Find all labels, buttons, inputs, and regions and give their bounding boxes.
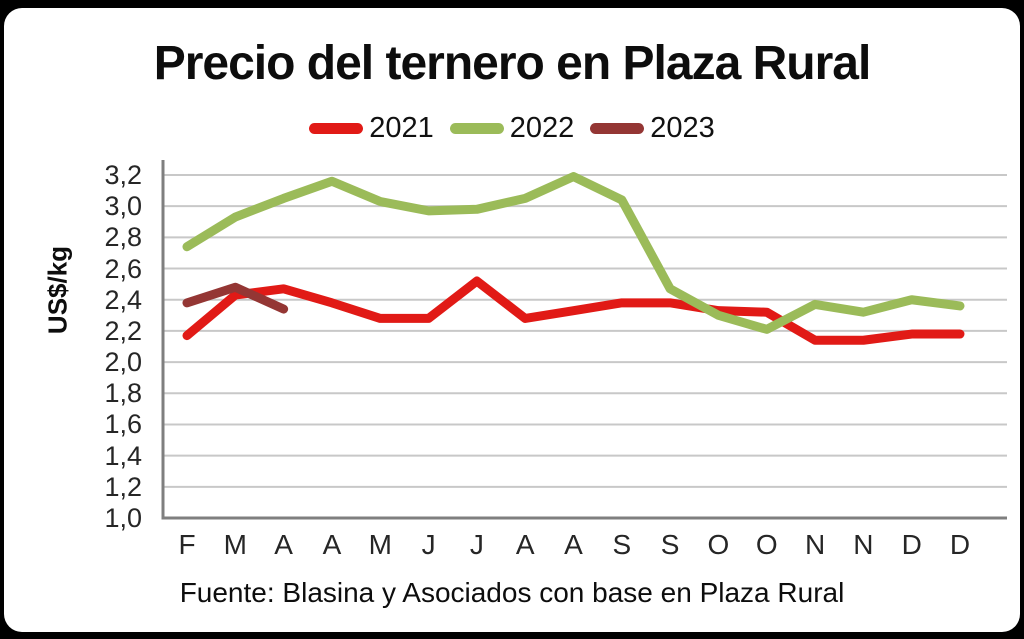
x-tick-label: S xyxy=(612,529,632,560)
y-tick-label: 2,6 xyxy=(104,253,142,284)
y-tick-label: 2,2 xyxy=(104,315,142,346)
x-tick-label: J xyxy=(421,529,436,560)
legend-swatch-icon xyxy=(449,122,504,134)
series-line-2022 xyxy=(182,172,965,334)
y-tick-label: 1,8 xyxy=(104,378,142,409)
series-line-2023 xyxy=(182,282,289,314)
chart-card xyxy=(4,8,1020,632)
x-tick-label: O xyxy=(707,529,730,560)
legend-label: 2023 xyxy=(650,111,715,144)
source-caption: Fuente: Blasina y Asociados con base en … xyxy=(179,577,845,608)
x-tick-label: A xyxy=(322,529,342,560)
x-tick-label: N xyxy=(804,529,826,560)
x-tick-label: M xyxy=(223,529,247,560)
y-tick-label: 1,4 xyxy=(104,440,142,471)
chart-legend: 2021 2022 2023 xyxy=(0,111,1024,145)
y-tick-label: 2,0 xyxy=(104,347,142,378)
y-tick-label: 3,0 xyxy=(104,191,142,222)
chart-title: Precio del ternero en Plaza Rural xyxy=(153,37,872,90)
legend-label: 2022 xyxy=(509,111,575,144)
x-tick-label: D xyxy=(901,529,922,560)
legend-item-2023: 2023 xyxy=(590,112,715,145)
x-tick-label: A xyxy=(515,529,535,560)
x-tick-label: A xyxy=(274,529,293,560)
y-tick-label: 1,2 xyxy=(104,471,142,502)
legend-item-2022: 2022 xyxy=(449,111,575,145)
legend-item-2021: 2021 xyxy=(309,112,434,145)
legend-swatch-icon xyxy=(309,122,364,134)
y-tick-label: 2,4 xyxy=(104,284,142,315)
x-tick-label: O xyxy=(755,529,778,560)
x-tick-label: M xyxy=(368,529,392,560)
y-tick-label: 3,2 xyxy=(104,160,142,190)
x-tick-label: A xyxy=(564,529,583,560)
x-tick-label: J xyxy=(469,529,484,560)
series-line-2021 xyxy=(182,276,965,345)
x-tick-label: S xyxy=(660,529,680,560)
y-tick-label: 2,8 xyxy=(104,222,142,253)
x-tick-label: D xyxy=(949,529,971,560)
legend-label: 2021 xyxy=(369,111,434,144)
legend-swatch-icon xyxy=(590,122,645,134)
y-tick-label: 1,6 xyxy=(104,409,142,440)
y-tick-label: 1,0 xyxy=(104,503,142,533)
x-tick-label: F xyxy=(178,529,196,560)
x-tick-label: N xyxy=(853,529,874,560)
